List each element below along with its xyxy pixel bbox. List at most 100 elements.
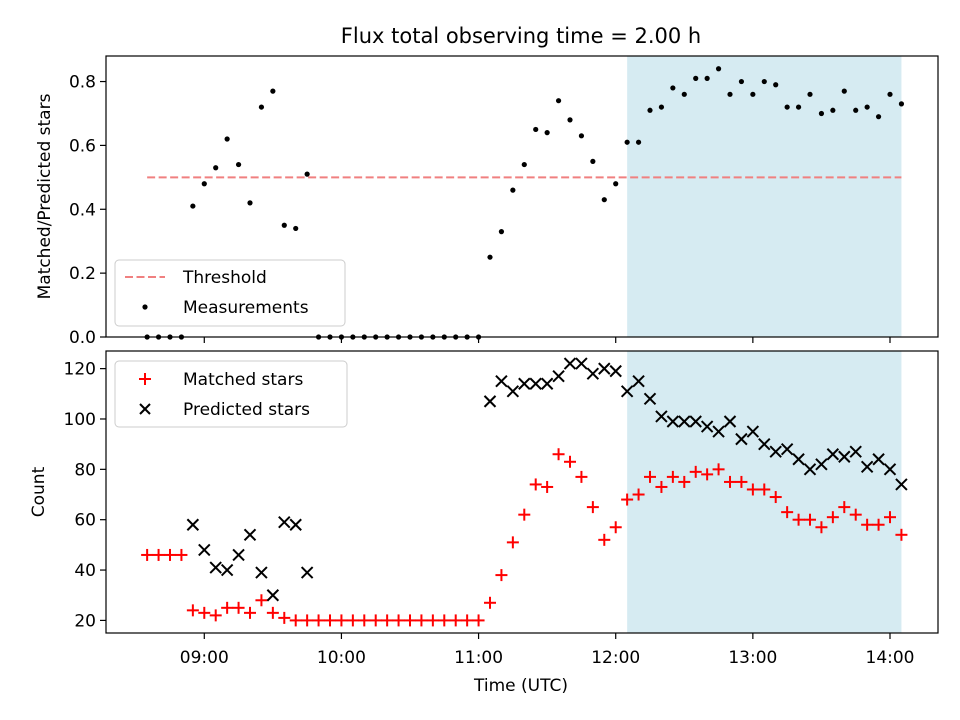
count-points — [141, 357, 908, 627]
matched-star-point — [461, 614, 474, 627]
predicted-star-point — [860, 460, 874, 474]
measurement-point — [521, 161, 527, 168]
predicted-star-point — [643, 392, 657, 406]
matched-star-point — [198, 606, 211, 619]
matched-star-point — [472, 614, 485, 627]
matched-star-point — [746, 483, 759, 496]
chart-title: Flux total observing time = 2.00 h — [341, 24, 701, 48]
y-tick-label: 80 — [74, 460, 96, 480]
predicted-star-point — [815, 458, 828, 471]
y-tick-label: 100 — [64, 410, 96, 430]
matched-star-point — [552, 448, 565, 461]
measurement-point — [281, 222, 287, 228]
top-highlight-span — [627, 56, 902, 337]
predicted-star-point — [780, 442, 794, 456]
legend-predicted-swatch — [139, 403, 151, 415]
measurement-point — [544, 130, 550, 136]
predicted-star-point — [552, 369, 565, 383]
predicted-star-point — [632, 375, 645, 388]
predicted-star-point — [529, 377, 542, 390]
x-tick-label: 10:00 — [317, 648, 366, 668]
matched-star-point — [895, 528, 908, 541]
measurement-point — [567, 117, 573, 123]
matched-star-point — [369, 614, 382, 627]
predicted-star-point — [609, 364, 622, 378]
measurement-point — [693, 75, 699, 81]
matched-star-point — [884, 511, 896, 524]
measurement-point — [887, 91, 893, 97]
bottom-x-ticks: 09:00 10:00 11:00 12:00 13:00 14:00 — [180, 633, 915, 668]
measurement-point — [601, 197, 607, 203]
matched-star-point — [449, 614, 462, 627]
matched-star-point — [175, 548, 188, 561]
matched-star-point — [221, 601, 234, 614]
measurement-point — [681, 91, 687, 97]
matched-star-point — [209, 609, 222, 622]
top-x-ticks — [203, 337, 891, 343]
matched-star-point — [838, 501, 851, 514]
measurement-point — [213, 165, 219, 171]
predicted-star-point — [895, 478, 908, 491]
matched-star-point — [244, 606, 256, 619]
y-tick-label: 40 — [74, 561, 96, 581]
top-y-ticks: 0.0 0.2 0.4 0.6 0.8 — [69, 73, 106, 348]
matched-star-point — [141, 548, 154, 561]
predicted-star-point — [769, 445, 782, 458]
x-tick-label: 11:00 — [454, 648, 503, 668]
bottom-y-axis-label: Count — [29, 466, 49, 517]
matched-star-point — [872, 518, 885, 531]
measurement-point — [761, 78, 767, 85]
measurement-point — [727, 91, 733, 97]
predicted-star-point — [883, 463, 897, 476]
matched-star-point — [861, 518, 874, 531]
matched-star-point — [632, 488, 645, 501]
predicted-star-point — [735, 432, 748, 446]
y-tick-label: 0.2 — [69, 264, 96, 284]
predicted-star-point — [712, 425, 725, 438]
measurement-point — [293, 225, 299, 232]
matched-star-point — [701, 468, 714, 481]
legend-predicted-label: Predicted stars — [183, 400, 310, 420]
predicted-star-point — [563, 357, 577, 370]
measurement-point — [773, 82, 779, 88]
matched-star-point — [335, 614, 348, 627]
measurement-point — [224, 136, 230, 142]
matched-star-point — [586, 501, 599, 514]
bottom-panel: 20 40 60 80 100 120 09:00 10:00 11:00 12:00 13:00… — [29, 350, 939, 696]
top-legend: Threshold Measurements — [114, 259, 346, 327]
measurement-point — [818, 110, 825, 117]
matched-star-point — [484, 596, 496, 609]
top-panel: 0.00.20.40.60.8 Matched/Predicted stars … — [35, 55, 939, 348]
matched-star-point — [621, 493, 634, 506]
measurement-point — [841, 88, 847, 94]
predicted-star-point — [300, 566, 314, 579]
matched-star-point — [644, 470, 656, 483]
matched-star-point — [164, 548, 176, 561]
predicted-star-point — [255, 566, 268, 579]
matched-star-point — [392, 614, 405, 627]
measurement-point — [750, 91, 756, 97]
matched-star-point — [849, 508, 862, 521]
measurement-point — [304, 171, 310, 177]
predicted-star-point — [826, 448, 840, 461]
matched-star-point — [495, 569, 508, 582]
matched-star-point — [438, 614, 451, 627]
matched-star-point — [666, 470, 679, 483]
matched-star-point — [712, 463, 725, 476]
predicted-star-point — [620, 385, 634, 398]
matched-star-point — [518, 508, 531, 521]
predicted-star-point — [198, 543, 211, 557]
measurement-point — [853, 107, 859, 113]
legend-matched-swatch — [139, 373, 151, 385]
matched-star-point — [815, 521, 828, 534]
predicted-star-point — [540, 377, 554, 390]
predicted-star-point — [266, 589, 280, 602]
measurement-point — [658, 104, 665, 110]
measurement-point — [510, 187, 516, 193]
matched-star-point — [506, 536, 519, 549]
predicted-star-point — [575, 357, 588, 370]
matched-star-point — [426, 614, 439, 627]
measurement-point — [613, 181, 619, 187]
measurement-point — [784, 104, 790, 110]
predicted-star-point — [289, 518, 302, 531]
